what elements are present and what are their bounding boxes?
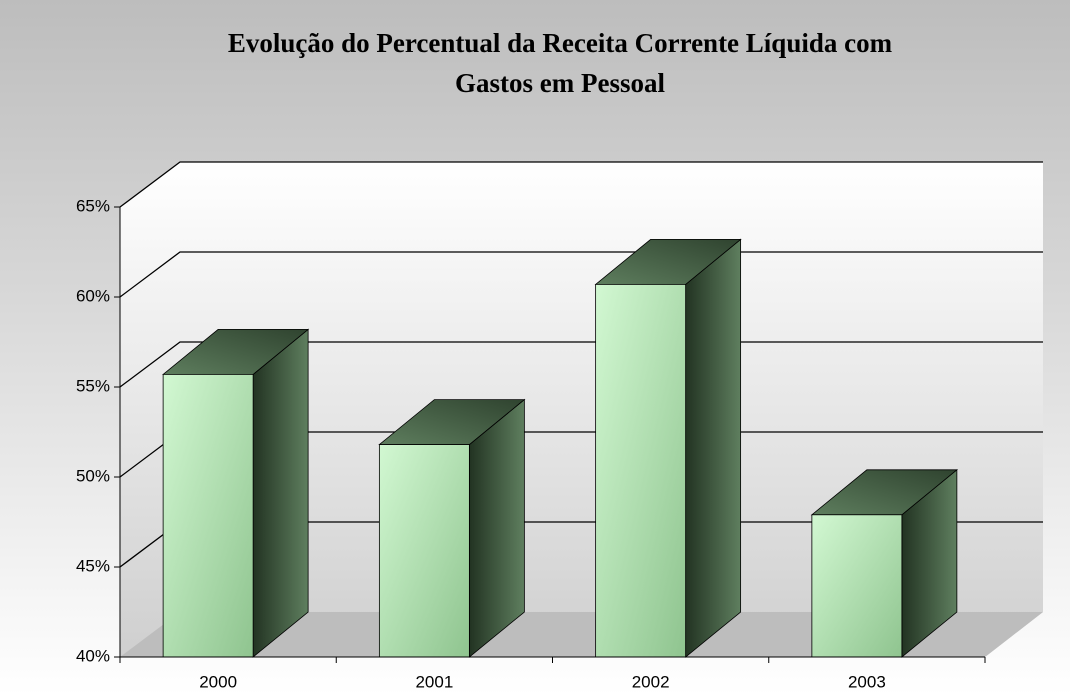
x-tick-label: 2003 (848, 672, 886, 691)
grid-line (119, 251, 1043, 298)
chart-title: Evolução do Percentual da Receita Corren… (228, 28, 893, 58)
x-tick-label: 2001 (415, 672, 453, 691)
y-tick-label: 65% (76, 196, 110, 215)
y-tick-label: 60% (76, 286, 110, 305)
bar-side (685, 238, 742, 658)
bar (162, 373, 254, 658)
y-tick-label: 45% (76, 556, 110, 575)
x-tick-label: 2000 (199, 672, 237, 691)
bar (378, 444, 470, 658)
bar (595, 283, 687, 658)
y-tick-label: 40% (76, 646, 110, 665)
chart-title: Gastos em Pessoal (455, 68, 665, 98)
bar-side (252, 328, 309, 658)
x-tick-label: 2002 (632, 672, 670, 691)
grid-line (119, 341, 1043, 388)
y-tick-label: 55% (76, 376, 110, 395)
grid-line (119, 161, 1043, 208)
y-tick-label: 50% (76, 466, 110, 485)
bar (811, 514, 903, 658)
